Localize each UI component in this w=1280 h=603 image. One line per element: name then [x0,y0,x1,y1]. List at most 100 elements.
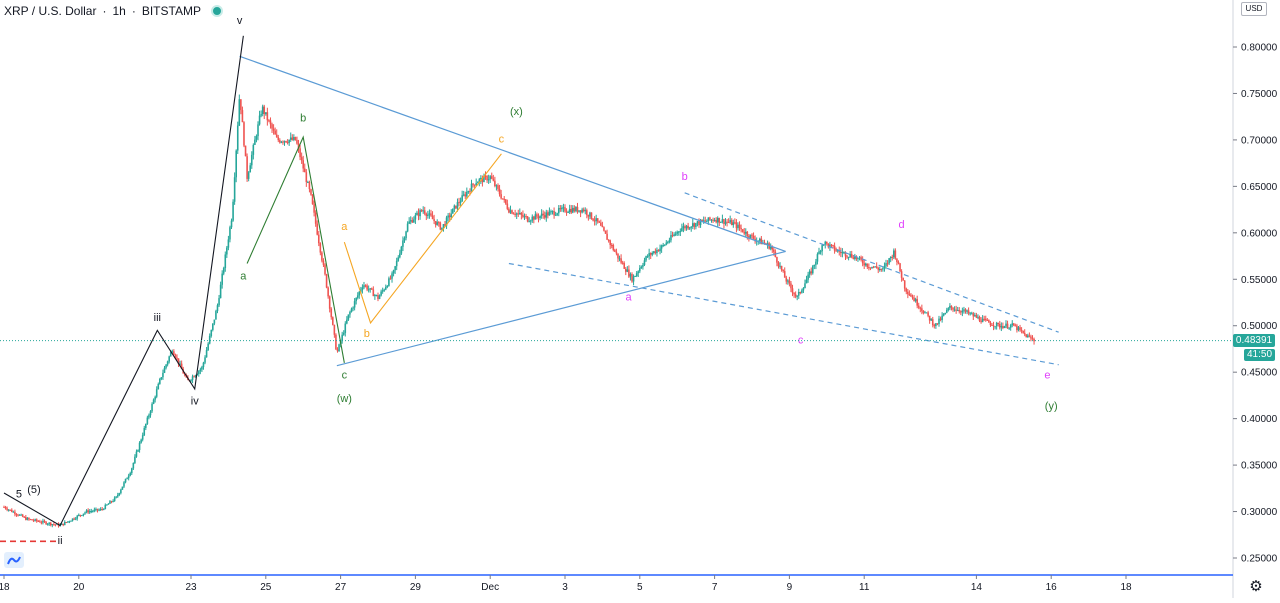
y-tick-label: 0.65000 [1241,182,1278,193]
candle-body [983,318,985,320]
candle-body [556,213,559,215]
candle-body [486,176,488,181]
candle-body [628,269,630,277]
candle-body [347,314,350,320]
candle-body [317,234,320,244]
candle-body [783,271,786,278]
wave-label: b [364,328,370,340]
candle-body [127,475,130,479]
currency-label[interactable]: USD [1241,2,1267,16]
candle-body [227,239,230,248]
candle-body [285,141,287,143]
candle-body [668,240,671,242]
candle-body [190,379,192,381]
symbol-name[interactable]: XRP / U.S. Dollar [4,4,97,18]
candle-body [199,369,202,372]
candle-body [833,245,836,251]
candle-body [95,508,97,510]
candle-body [1022,330,1024,333]
y-tick-label: 0.55000 [1241,275,1278,286]
candle-body [106,504,108,506]
candle-body [405,231,407,239]
candle-body [1025,334,1028,338]
candle-body [829,244,831,248]
candle-body [816,254,819,262]
candle-body [403,238,406,241]
y-tick-label: 0.40000 [1241,414,1278,425]
wave-count-lines[interactable] [3,35,502,527]
candle-body [961,310,964,313]
candle-body [729,220,731,223]
candle-body [374,295,376,297]
candle-body [988,320,990,323]
candle-body [1027,335,1029,338]
candle-body [977,316,979,318]
candle-body [858,257,861,259]
candle-body [758,238,761,241]
candle-body [240,99,242,111]
candle-body [110,501,113,503]
candle-body [883,265,886,269]
candle-body [850,253,853,258]
settings-gear-icon[interactable]: ⚙ [1249,578,1263,595]
candle-body [763,242,766,244]
candle-body [952,307,954,310]
chart-legend[interactable]: XRP / U.S. Dollar · 1h · BITSTAMP [4,2,223,20]
y-tick-label: 0.80000 [1241,43,1278,54]
wave-label: ii [58,535,63,547]
candle-body [618,258,621,260]
candle-body [333,324,336,335]
candle-body [593,220,596,222]
wave-label: v [237,15,243,27]
candle-body [687,225,689,229]
candle-body [467,191,470,193]
candle-body [375,295,378,297]
candle-body [461,195,463,202]
candle-body [274,130,276,135]
candle-body [205,350,208,358]
candle-body [752,235,755,239]
candle-body [910,294,912,297]
candle-body [1008,327,1010,329]
candle-body [84,512,86,514]
candle-body [395,260,398,267]
candle-body [914,299,917,302]
candle-body [607,239,610,241]
wave-count-line [3,35,244,527]
interval-label[interactable]: 1h [112,4,126,18]
candle-body [275,134,278,138]
candle-body [92,510,94,512]
tradingview-logo-icon[interactable] [4,552,24,568]
candle-body [922,310,925,313]
x-tick-label: Dec [481,582,499,593]
candle-body [529,220,532,222]
trendlines[interactable] [239,55,1059,367]
candle-body [649,253,652,255]
candle-body [741,229,744,232]
candle-body [503,198,506,200]
candle-body [289,137,292,140]
candle-body [953,309,956,311]
candle-body [847,256,850,258]
candle-body [470,183,473,192]
candle-body [537,216,540,219]
candle-body [129,473,132,476]
candle-body [51,524,54,526]
candle-body [370,288,373,290]
candle-body [204,357,206,363]
candle-body [168,356,170,362]
candle-body [356,295,359,298]
candle-body [249,165,252,173]
separator: · [131,4,136,18]
candle-body [857,258,859,260]
candle-body [18,514,21,516]
candle-body [212,323,214,330]
candle-body [452,208,454,214]
candle-body [313,204,315,213]
candle-body [283,141,286,143]
candle-body [124,478,127,483]
candle-body [15,514,18,516]
candle-body [118,493,121,495]
